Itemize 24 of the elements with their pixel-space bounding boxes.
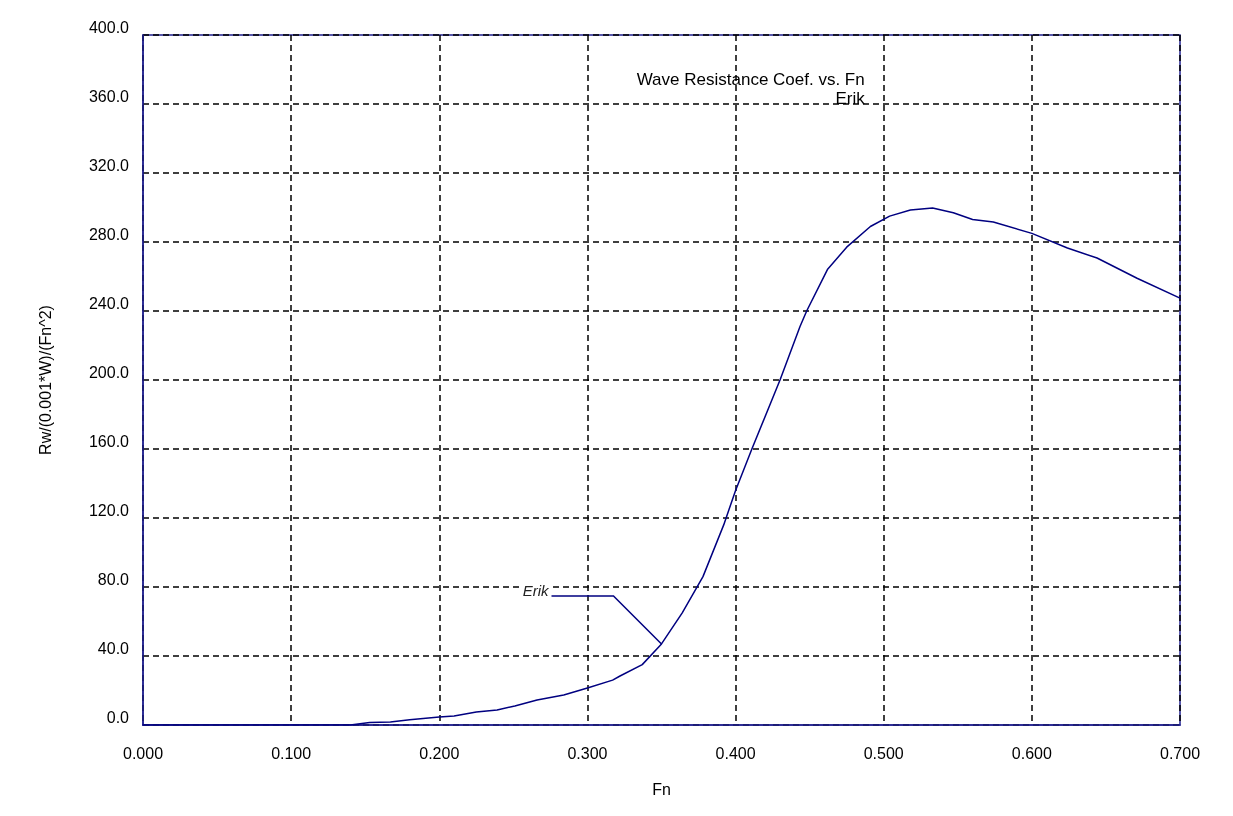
text: Erik (522, 581, 550, 599)
y-axis-title: Rw/(0.001*W)/(Fn^2) (36, 305, 54, 455)
x-tick-label: 0.100 (271, 744, 312, 762)
x-tick-label: 0.600 (1011, 744, 1052, 762)
x-tick-label: 0.000 (122, 744, 164, 762)
y-tick-label: 0.0 (106, 708, 130, 726)
y-tick-label: 400.0 (88, 18, 130, 36)
x-tick-label: 0.300 (567, 744, 608, 762)
y-tick-label: 360.0 (88, 87, 130, 105)
y-tick-label: 240.0 (88, 294, 130, 312)
text: Erik (835, 89, 866, 108)
y-tick-label: 40.0 (97, 639, 130, 657)
y-tick-label: 320.0 (88, 156, 130, 174)
x-tick-label: 0.400 (715, 744, 756, 762)
y-tick-label: 200.0 (88, 363, 130, 381)
x-tick-label: 0.200 (419, 744, 460, 762)
text: Wave Resistance Coef. vs. Fn (636, 70, 865, 89)
y-tick-label: 120.0 (88, 501, 130, 519)
y-tick-label: 160.0 (88, 432, 130, 450)
x-tick-label: 0.500 (863, 744, 904, 762)
x-axis-title: Fn (652, 780, 671, 798)
x-tick-label: 0.700 (1159, 744, 1201, 762)
y-tick-label: 280.0 (88, 225, 130, 243)
y-tick-label: 80.0 (97, 570, 130, 588)
